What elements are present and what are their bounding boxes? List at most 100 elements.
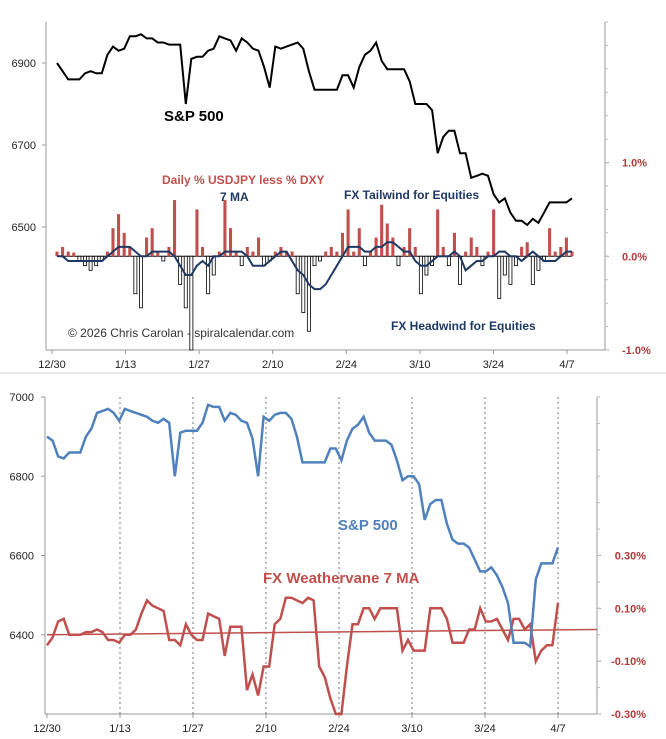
x-tick-label: 12/30 xyxy=(33,723,61,735)
fx-bar xyxy=(223,200,227,257)
fx-bar xyxy=(195,209,199,257)
fx-bar xyxy=(564,237,568,257)
copyright-label: © 2026 Chris Carolan - spiralcalendar.co… xyxy=(68,326,294,340)
trend-line xyxy=(46,628,598,636)
fx-bar xyxy=(441,246,445,257)
fx-bar xyxy=(88,255,93,271)
sp500-line xyxy=(46,403,560,649)
x-tick-label: 4/7 xyxy=(550,723,565,735)
fx-bar xyxy=(357,228,361,257)
fx-bar xyxy=(408,228,412,257)
y-right-tick-label: 0.30% xyxy=(615,551,646,563)
fx-bar xyxy=(502,255,507,276)
y-left-tick-label: 6800 xyxy=(10,471,34,483)
y-left-tick-label: 6700 xyxy=(12,140,36,152)
fx-bar xyxy=(492,209,496,257)
fx-bar xyxy=(391,237,395,257)
fx-bar xyxy=(318,255,323,262)
fx-bar xyxy=(508,255,513,285)
x-tick-label: 2/10 xyxy=(255,723,276,735)
fx-bar xyxy=(475,246,479,257)
fx-bar xyxy=(362,255,367,267)
x-tick-label: 1/27 xyxy=(182,723,203,735)
fx-bar xyxy=(117,214,121,257)
fx-bar xyxy=(530,255,535,285)
fx-bar xyxy=(380,204,384,257)
fx-bar xyxy=(497,255,502,299)
x-tick-label: 4/7 xyxy=(559,359,574,371)
x-tick-label: 1/13 xyxy=(115,359,136,371)
bottom-chart-panel: 12/30 1/13 1/27 2/10 2/24 3/10 3/24 4/7 6400 6600… xyxy=(10,392,647,735)
y-left-tick-label: 7000 xyxy=(10,392,34,404)
fx-bar xyxy=(464,251,468,257)
fx-bar xyxy=(486,251,490,257)
fx-bar xyxy=(139,255,143,309)
fx-bar xyxy=(368,251,373,257)
fx-bar xyxy=(329,246,333,257)
fx-bar xyxy=(525,242,529,257)
y-right-tick-label: -0.10% xyxy=(611,656,646,668)
y-left-tick-label: 6400 xyxy=(10,630,34,642)
fx-bar xyxy=(352,251,356,257)
y-right-tick-label: -0.30% xyxy=(611,709,646,721)
sp500-label: S&P 500 xyxy=(338,517,398,534)
fx-bar xyxy=(396,255,401,267)
fx-bar xyxy=(161,255,166,262)
fx-bar xyxy=(122,232,126,257)
fx-bar xyxy=(206,255,211,295)
fx-bar xyxy=(346,209,350,257)
x-tick-label: 2/24 xyxy=(328,723,349,735)
fx-bar xyxy=(173,200,177,257)
fx-bar xyxy=(295,255,300,295)
fx-bar xyxy=(105,251,109,257)
fx-bar xyxy=(306,255,311,332)
weathervane-label: FX Weathervane 7 MA xyxy=(263,570,420,587)
fx-bar xyxy=(183,255,188,309)
headwind-label: FX Headwind for Equities xyxy=(391,319,536,333)
fx-bar xyxy=(413,246,417,257)
sp500-label: S&P 500 xyxy=(164,108,224,125)
fx-bar xyxy=(217,251,221,257)
x-tick-label: 2/24 xyxy=(336,359,357,371)
fx-bar xyxy=(133,255,138,295)
x-tick-label: 3/24 xyxy=(474,723,495,735)
x-tick-label: 2/10 xyxy=(262,359,283,371)
fx-bar xyxy=(452,232,456,257)
tailwind-label: FX Tailwind for Equities xyxy=(344,188,479,202)
fx-bar xyxy=(324,251,328,257)
weathervane-line xyxy=(45,596,560,716)
bars-series-label: Daily % USDJPY less % DXY xyxy=(162,173,325,187)
fx-bar xyxy=(520,246,524,257)
fx-bar xyxy=(239,255,244,267)
fx-bar xyxy=(145,237,149,257)
y-left-tick-label: 6900 xyxy=(12,58,36,70)
fx-bar xyxy=(312,255,317,267)
y-left-tick-label: 6500 xyxy=(12,222,36,234)
fx-bar xyxy=(245,246,249,257)
fx-bar xyxy=(548,228,552,257)
y-right-tick-label: 0.10% xyxy=(615,603,646,615)
fx-bar xyxy=(273,251,277,257)
fx-bar xyxy=(446,255,451,267)
y-right-tick-label: 0.0% xyxy=(622,251,647,263)
fx-bar xyxy=(228,228,233,257)
fx-bar xyxy=(55,251,59,257)
y-right-tick-label: 1.0% xyxy=(622,158,647,170)
fx-bar xyxy=(178,255,183,285)
fx-bar xyxy=(436,209,440,257)
ma-series-label: 7 MA xyxy=(220,190,249,204)
sp500-line xyxy=(56,33,573,227)
fx-bar xyxy=(256,237,261,257)
x-tick-label: 3/24 xyxy=(483,359,504,371)
y-right-tick-label: -1.0% xyxy=(622,345,651,357)
y-left-tick-label: 6600 xyxy=(10,551,34,563)
fx-bar xyxy=(234,251,238,257)
fx-bar xyxy=(340,232,345,257)
fx-bar xyxy=(128,246,132,257)
top-chart-panel: 6500 6700 6900 -1.0% 0.0% 1.0% 12/30 1/13 1/27 2/… xyxy=(12,21,651,371)
fx-bar xyxy=(469,237,473,257)
ma-line xyxy=(57,241,572,291)
fx-bar xyxy=(290,251,294,257)
fx-bar xyxy=(61,246,65,257)
